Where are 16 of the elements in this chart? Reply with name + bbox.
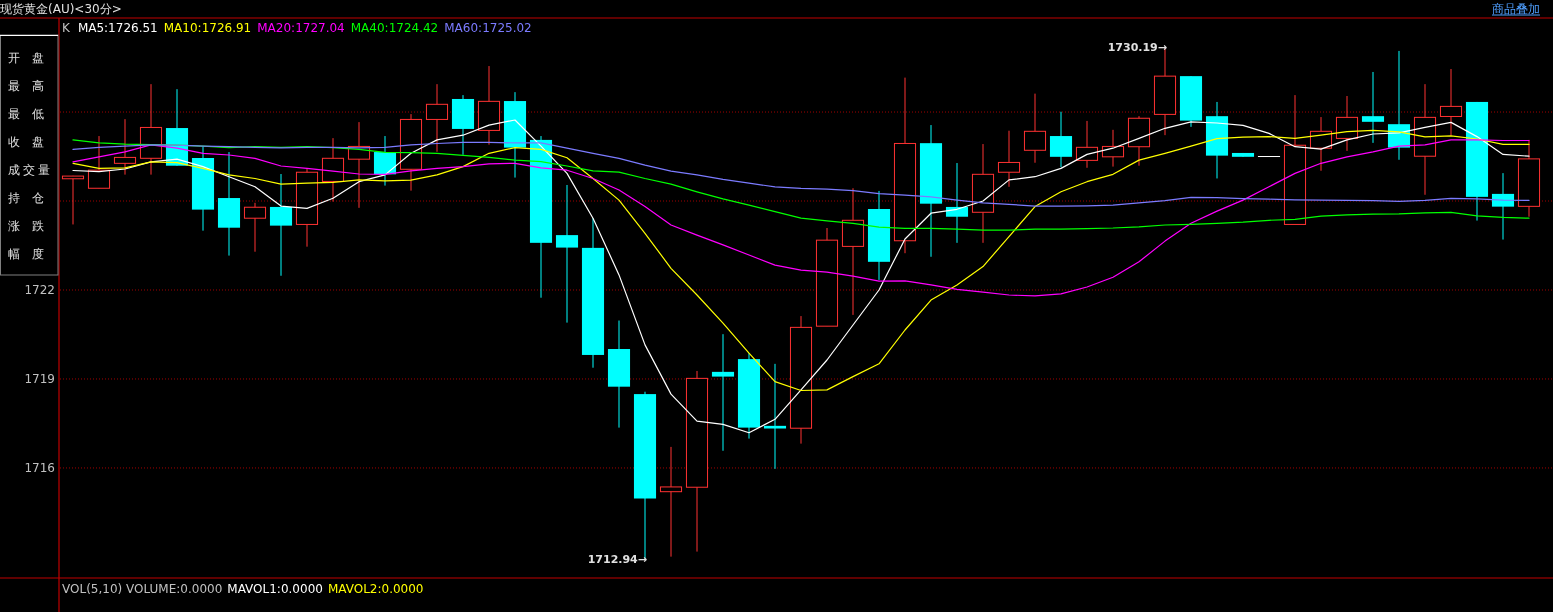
- annotation: 成交量: [8, 163, 50, 177]
- annotation: 最低: [8, 107, 44, 121]
- annotation: MAVOL2:0.0000: [327, 582, 424, 596]
- annotation: VOL(5,10) VOLUME:0.0000: [62, 582, 223, 596]
- annotation: 收盘: [8, 135, 44, 149]
- annotation: 1712.94→: [587, 552, 647, 566]
- annotation: MAVOL1:0.0000: [227, 582, 323, 596]
- annotation: 最高: [8, 79, 44, 93]
- annotation: 涨跌: [8, 219, 44, 233]
- annotation: 商品叠加: [1492, 2, 1540, 16]
- title: 现货黄金(AU)<30分>: [0, 2, 122, 16]
- annotation: 幅度: [8, 247, 44, 261]
- legend-title: K: [62, 21, 70, 35]
- annotation: 持仓: [8, 191, 44, 205]
- annotation: 开盘: [8, 51, 44, 65]
- annotation: 1730.19→: [1107, 41, 1167, 55]
